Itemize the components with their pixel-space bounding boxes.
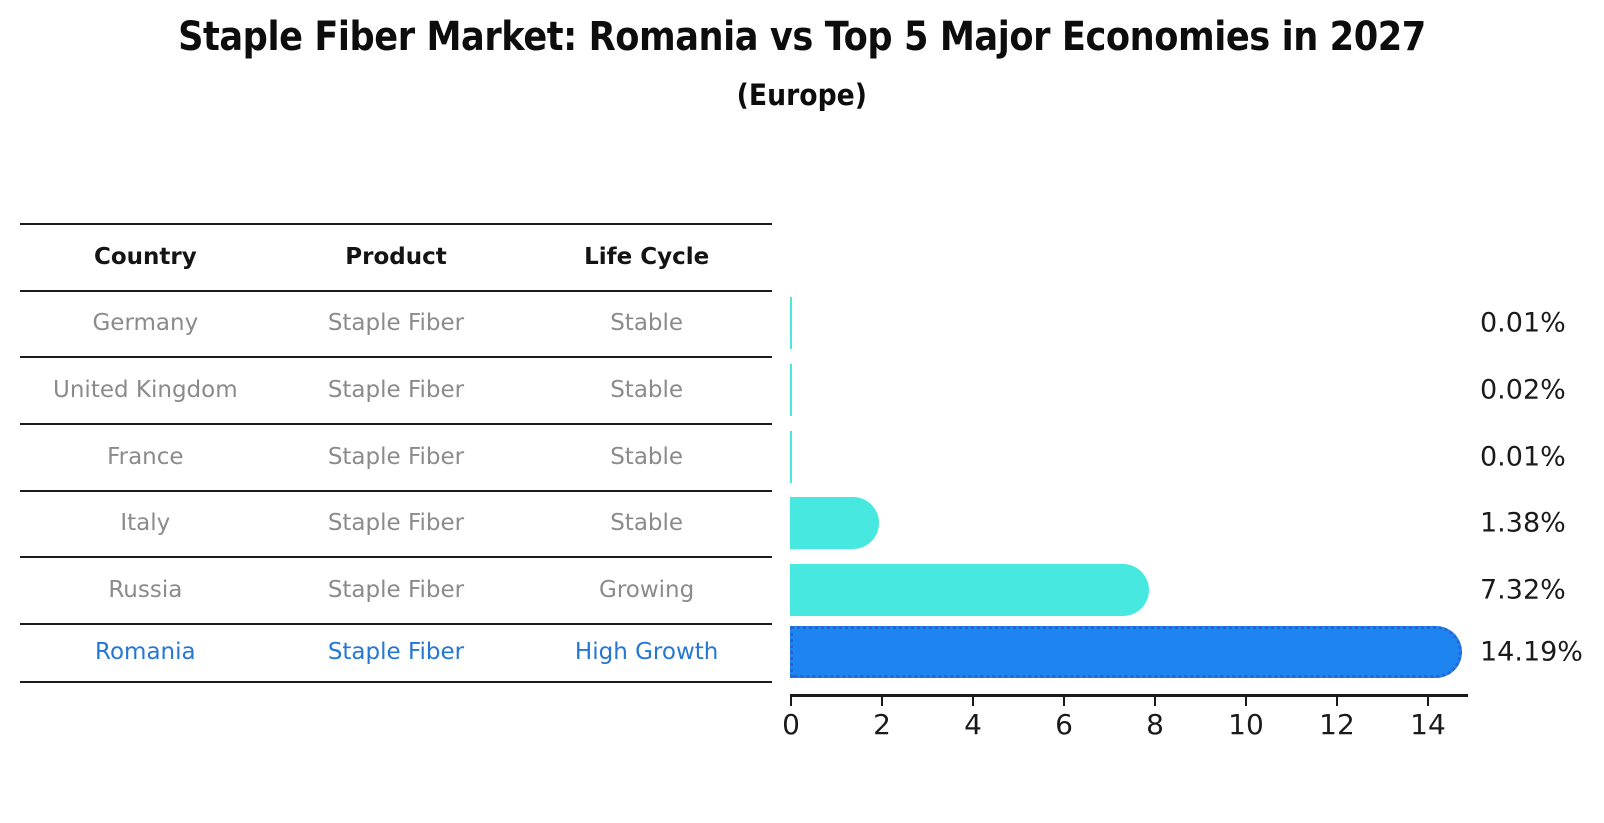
x-tick-0 [790, 697, 792, 706]
x-tick-12 [1336, 697, 1338, 706]
x-tick-8 [1154, 697, 1156, 706]
header-cell-product: Product [345, 243, 447, 270]
cell-lifecycle: Stable [610, 310, 684, 336]
cell-country: Russia [108, 576, 183, 603]
cell-product: Staple Fiber [327, 510, 465, 536]
bar-italy [790, 497, 879, 549]
table-row-germany: Germany Staple Fiber Stable [20, 290, 772, 356]
table-divider-line [20, 681, 772, 683]
cell-country: France [107, 443, 184, 470]
chart-subtitle-text: (Europe) [736, 78, 868, 112]
x-tick-10 [1245, 697, 1247, 706]
value-label-germany: 0.01% [1480, 307, 1566, 339]
page-title: Staple Fiber Market: Romania vs Top 5 Ma… [0, 14, 1604, 60]
cell-lifecycle: Growing [599, 576, 695, 603]
value-label-france: 0.01% [1480, 441, 1566, 472]
x-tick-label-8: 8 [1146, 708, 1164, 741]
x-tick-label-12: 12 [1319, 708, 1355, 741]
x-tick-label-4: 4 [964, 708, 982, 741]
x-tick-2 [881, 697, 883, 706]
table-divider-line [20, 290, 772, 292]
x-tick-label-14: 14 [1410, 708, 1446, 741]
x-tick-label-2: 2 [873, 708, 891, 741]
bar-germany [790, 297, 792, 349]
chart-subtitle: (Europe) [0, 78, 1604, 112]
cell-lifecycle: Stable [610, 443, 684, 470]
x-axis-line [790, 694, 1468, 697]
cell-lifecycle: Stable [610, 376, 684, 403]
table-row-france: France Staple Fiber Stable [20, 423, 772, 490]
cell-country: Italy [120, 510, 171, 536]
cell-country: Germany [92, 310, 199, 336]
cell-product: Staple Fiber [327, 310, 465, 336]
chart-title-text: Staple Fiber Market: Romania vs Top 5 Ma… [178, 14, 1426, 60]
cell-lifecycle: High Growth [574, 639, 719, 665]
cell-lifecycle: Stable [610, 510, 684, 536]
bar-romania [790, 626, 1462, 678]
table-header-row: Country Product Life Cycle [20, 223, 772, 290]
table-divider-line [20, 356, 772, 358]
bar-united-kingdom [790, 363, 792, 416]
table-row-italy: Italy Staple Fiber Stable [20, 490, 772, 556]
table-row-russia: Russia Staple Fiber Growing [20, 556, 772, 623]
cell-product: Staple Fiber [327, 576, 465, 603]
table-divider-line [20, 423, 772, 425]
value-label-russia: 7.32% [1480, 574, 1566, 605]
table-divider-line [20, 623, 772, 625]
bar-russia [790, 563, 1150, 616]
header-cell-lifecycle: Life Cycle [584, 243, 710, 270]
table-divider-line [20, 490, 772, 492]
x-tick-label-6: 6 [1055, 708, 1073, 741]
cell-product: Staple Fiber [327, 376, 465, 403]
table-row-romania: Romania Staple Fiber High Growth [20, 623, 772, 681]
x-tick-label-0: 0 [782, 708, 800, 741]
header-cell-country: Country [93, 243, 197, 270]
x-tick-14 [1427, 697, 1429, 706]
table-row-united-kingdom: United Kingdom Staple Fiber Stable [20, 356, 772, 423]
value-label-united-kingdom: 0.02% [1480, 374, 1566, 405]
value-label-italy: 1.38% [1480, 507, 1566, 539]
cell-country: United Kingdom [53, 376, 238, 403]
cell-country: Romania [95, 639, 196, 665]
cell-product: Staple Fiber [327, 639, 465, 665]
x-tick-4 [972, 697, 974, 706]
cell-product: Staple Fiber [327, 443, 465, 470]
x-tick-label-10: 10 [1228, 708, 1264, 741]
table-divider-line [20, 556, 772, 558]
bar-france [790, 430, 792, 483]
value-label-romania: 14.19% [1480, 636, 1583, 668]
x-tick-6 [1063, 697, 1065, 706]
table-divider-line [20, 223, 772, 225]
